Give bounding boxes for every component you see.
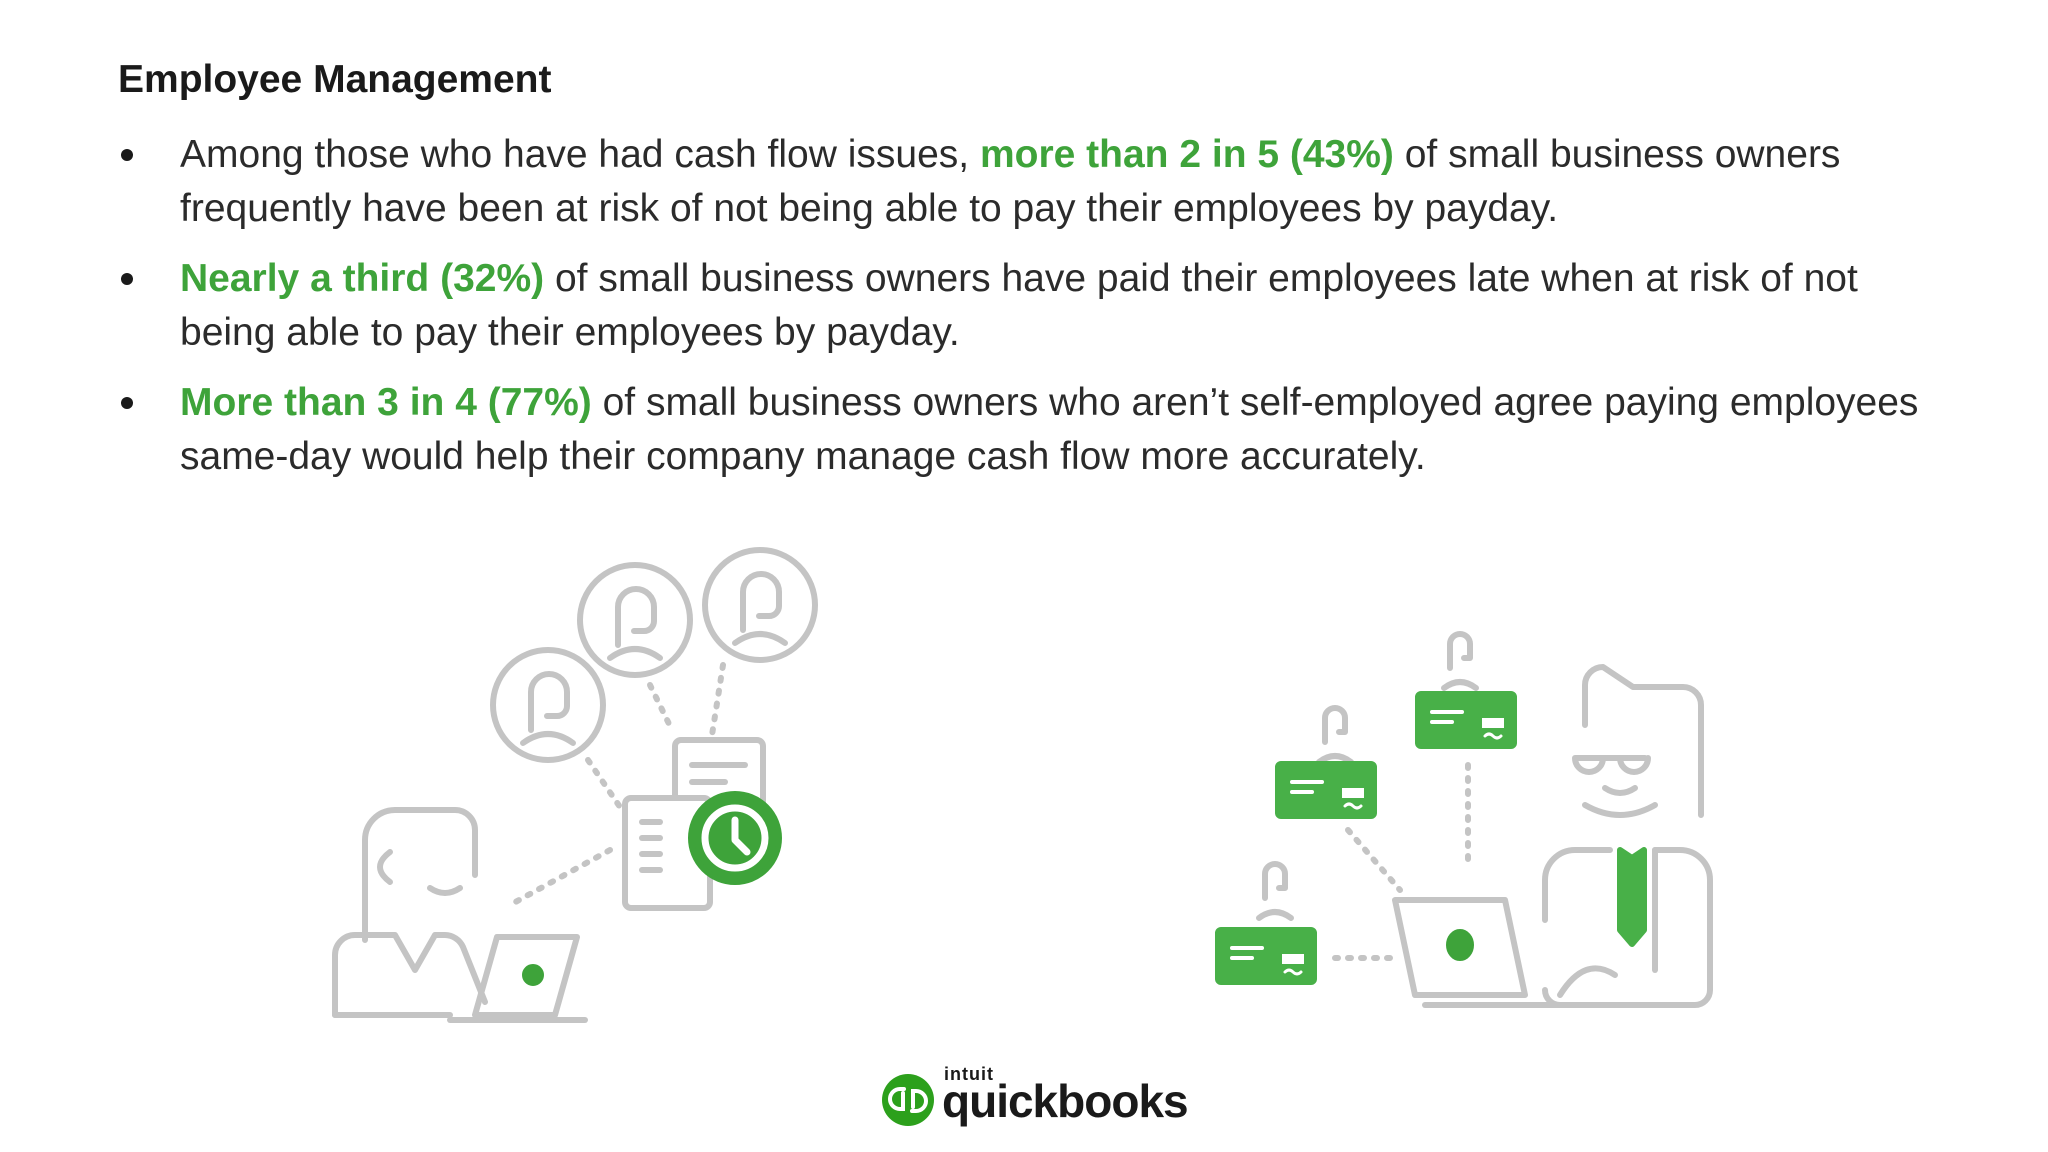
employees-clock-laptop-illustration [332,547,818,1023]
payroll-cards-laptop-illustration [1215,631,1713,1008]
connector-lines [1332,762,1471,961]
person-at-laptop-icon [332,807,588,1023]
logo-brand: intuit [944,1064,994,1084]
bullet-highlight: more than 2 in 5 (43%) [979,133,1394,176]
employee-avatar-icon [490,647,606,763]
bullet-item-3: More than 3 in 4 (77%) of small business… [118,376,1958,484]
manager-person-icon [1542,664,1713,1008]
clock-icon [688,791,782,885]
connector-lines [507,662,726,908]
bullet-text-post: of small business owners frequently have… [180,133,1841,230]
bullet-text-pre: Among those who have had cash flow issue… [180,133,980,176]
employee-avatar-icon [702,547,818,663]
employee-avatar-icon [577,562,693,678]
bullet-list: Among those who have had cash flow issue… [118,128,1958,500]
pay-card-icon [1415,691,1517,749]
quickbooks-logo: intuit quickbooks [882,1064,1202,1134]
bullet-highlight: More than 3 in 4 (77%) [180,381,592,424]
quickbooks-logo-icon [882,1074,934,1126]
bullet-item-2: Nearly a third (32%) of small business o… [118,252,1958,360]
qb-glyph-icon [888,1087,928,1113]
bullet-text-post: of small business owners have paid their… [180,257,1858,354]
laptop-icon [1392,897,1618,1008]
person-pin-icon [1256,631,1479,921]
bullet-text-post: of small business owners who aren’t self… [180,381,1919,478]
pay-card-icon [1275,761,1377,819]
bullet-item-1: Among those who have had cash flow issue… [118,128,1958,236]
logo-product: quickbooks [942,1075,1189,1127]
pay-card-icon [1215,927,1317,985]
page-title: Employee Management [118,58,552,101]
bullet-highlight: Nearly a third (32%) [180,257,545,300]
